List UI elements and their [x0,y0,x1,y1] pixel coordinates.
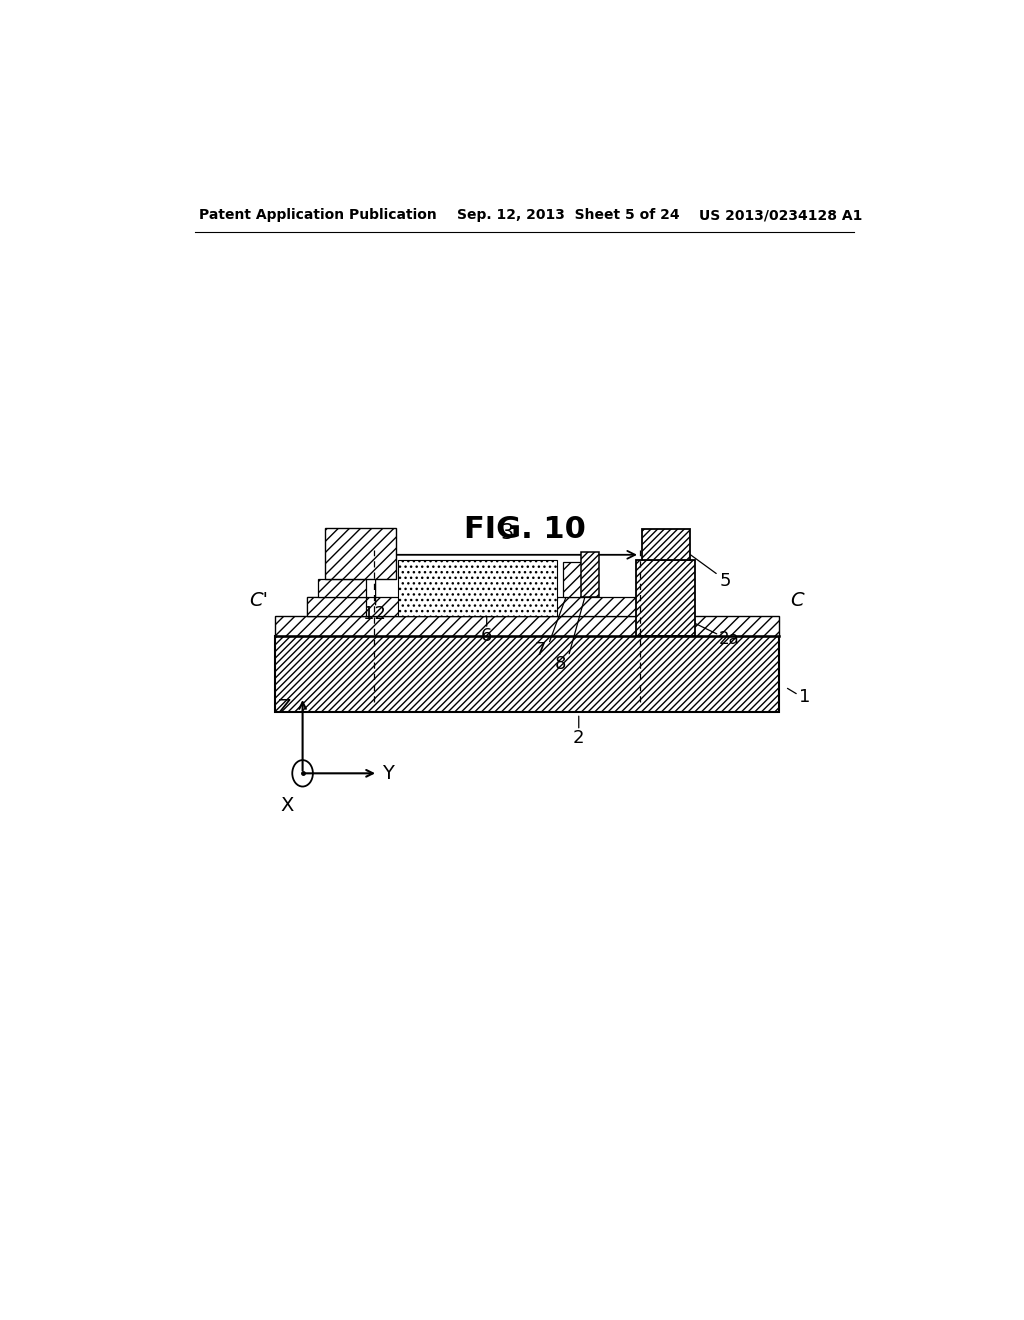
Text: 8: 8 [555,655,566,673]
Text: 12: 12 [362,605,385,623]
Bar [318,579,367,598]
Text: Z: Z [278,698,291,717]
Bar [306,598,367,615]
Bar [274,636,779,713]
Text: Y: Y [382,764,394,783]
Text: FIG. 10: FIG. 10 [464,515,586,544]
Bar [397,560,557,615]
Text: 2a: 2a [719,630,740,648]
Text: X: X [280,796,294,814]
Text: 3: 3 [501,523,514,543]
Bar [636,560,695,636]
Text: US 2013/0234128 A1: US 2013/0234128 A1 [699,209,863,222]
Text: C: C [791,591,804,610]
Bar [325,528,396,579]
Text: C': C' [250,591,268,610]
Text: Patent Application Publication: Patent Application Publication [200,209,437,222]
Bar [274,615,779,636]
Text: 2: 2 [573,729,585,747]
Text: 7: 7 [535,642,547,659]
Bar [642,529,690,560]
Bar [306,598,648,615]
Text: 5: 5 [719,573,731,590]
Text: 1: 1 [799,688,810,706]
Bar [582,552,599,598]
Text: 6: 6 [481,627,493,645]
Bar [563,562,583,598]
Text: Sep. 12, 2013  Sheet 5 of 24: Sep. 12, 2013 Sheet 5 of 24 [458,209,680,222]
